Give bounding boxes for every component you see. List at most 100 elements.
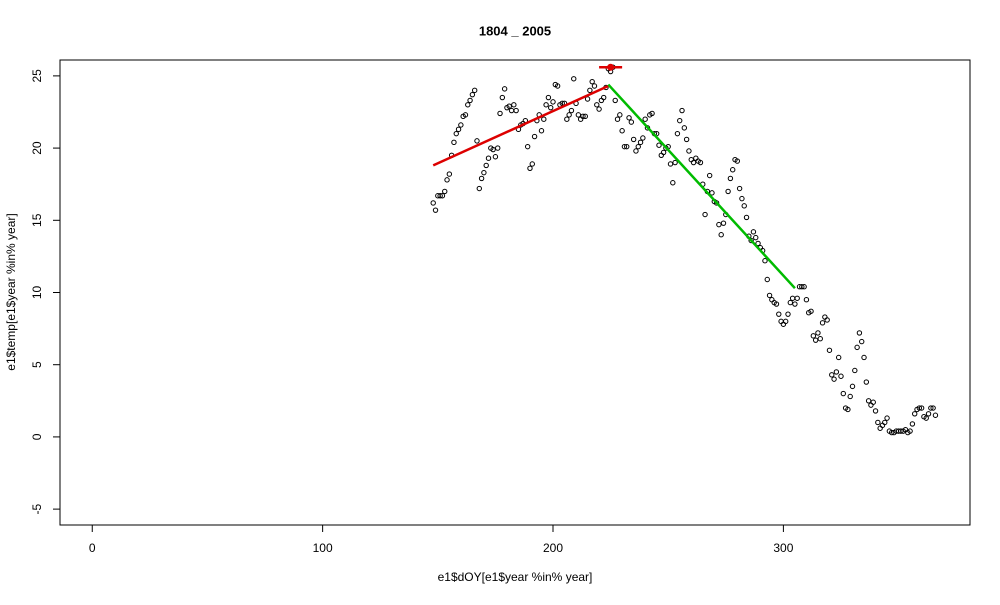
point <box>683 136 690 143</box>
point <box>681 125 688 131</box>
point <box>455 126 462 133</box>
point <box>571 76 577 82</box>
point <box>656 142 662 148</box>
point <box>497 110 503 117</box>
point <box>734 158 741 164</box>
point <box>591 83 598 89</box>
point <box>568 107 575 114</box>
point <box>446 171 453 177</box>
point <box>789 295 796 301</box>
point <box>803 297 810 303</box>
point <box>575 112 582 118</box>
point <box>626 115 632 121</box>
point <box>679 107 685 114</box>
point <box>545 94 552 101</box>
x-tick-label: 200 <box>543 541 563 555</box>
point <box>907 428 913 434</box>
point <box>660 149 667 156</box>
point <box>849 383 856 390</box>
point <box>554 83 561 89</box>
point <box>819 320 826 326</box>
point <box>508 107 515 114</box>
point <box>596 106 602 112</box>
point <box>430 200 436 206</box>
point <box>582 113 588 120</box>
point <box>587 87 593 94</box>
point <box>840 390 846 397</box>
point <box>824 317 830 323</box>
point <box>838 373 844 379</box>
point <box>918 405 925 411</box>
point <box>852 367 858 374</box>
point <box>736 185 743 192</box>
point <box>640 135 646 141</box>
point <box>469 91 476 98</box>
point <box>617 112 623 118</box>
point <box>642 116 648 122</box>
chart-title: 1804 _ 2005 <box>479 23 551 38</box>
point <box>630 136 637 143</box>
point <box>524 143 531 150</box>
point <box>637 139 644 146</box>
point <box>829 372 835 378</box>
point <box>432 207 439 213</box>
point <box>633 148 639 154</box>
point <box>928 405 934 411</box>
point <box>600 94 607 101</box>
point <box>815 330 821 336</box>
y-axis-label: e1$temp[e1$year %in% year] <box>4 213 18 370</box>
x-axis-label: e1$dOY[e1$year %in% year] <box>438 570 593 584</box>
point <box>863 379 870 385</box>
point <box>541 116 547 122</box>
point <box>831 376 837 382</box>
point <box>614 116 621 122</box>
point <box>930 405 936 411</box>
point <box>923 415 929 421</box>
point <box>713 200 720 206</box>
point <box>511 102 517 108</box>
y-tick-label: 25 <box>30 69 44 83</box>
point <box>667 161 674 167</box>
point <box>730 167 736 173</box>
point <box>543 102 549 108</box>
point <box>794 295 800 301</box>
point <box>584 96 591 102</box>
point <box>580 113 586 120</box>
point <box>490 146 496 153</box>
point <box>697 159 704 166</box>
point <box>812 337 819 343</box>
point <box>619 128 625 134</box>
point <box>594 102 600 108</box>
point <box>888 429 895 436</box>
x-tick-label: 300 <box>773 541 793 555</box>
point <box>462 112 469 118</box>
point <box>743 214 750 221</box>
point <box>439 193 446 199</box>
point <box>925 411 932 417</box>
point <box>444 177 450 183</box>
point <box>884 415 890 421</box>
point <box>739 195 745 202</box>
point <box>808 308 814 314</box>
point <box>550 99 556 105</box>
point <box>690 159 697 166</box>
point <box>750 229 757 235</box>
point <box>755 240 761 247</box>
x-tick-label: 100 <box>313 541 333 555</box>
point <box>499 94 506 101</box>
point <box>785 311 791 317</box>
point <box>799 284 805 290</box>
point <box>718 232 724 238</box>
fit-line <box>432 84 609 167</box>
point <box>764 276 770 283</box>
point <box>566 112 572 118</box>
point <box>725 188 731 195</box>
point <box>898 428 904 434</box>
point <box>564 116 570 122</box>
point <box>471 87 478 94</box>
y-tick-label: 0 <box>30 433 44 440</box>
point <box>670 180 676 186</box>
y-tick-label: 5 <box>30 361 44 368</box>
point <box>702 211 708 218</box>
